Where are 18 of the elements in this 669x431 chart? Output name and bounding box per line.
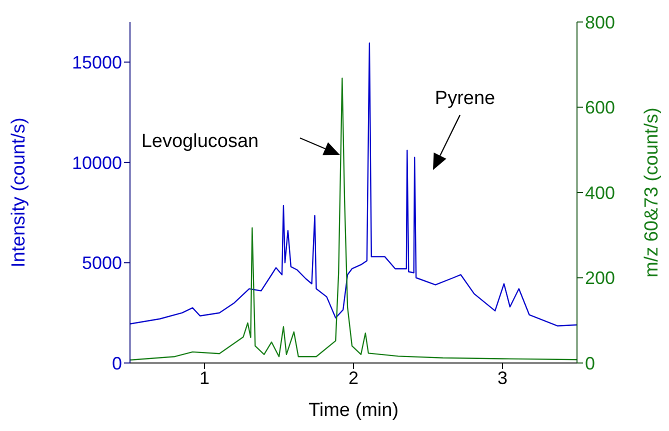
x-axis-title: Time (min) <box>308 400 399 421</box>
y2-tick-label: 200 <box>585 268 616 288</box>
x-tick-label: 1 <box>199 368 210 388</box>
y-tick-label: 10000 <box>72 152 122 173</box>
y2-tick-label: 400 <box>585 182 616 203</box>
y2-tick-label: 800 <box>585 12 616 32</box>
y-tick-label: 5000 <box>82 253 122 274</box>
line-series <box>130 42 577 326</box>
y2-tick-label: 0 <box>585 353 596 374</box>
y-tick-label: 15000 <box>72 52 122 73</box>
y-axis-title: Intensity (count/s) <box>8 118 30 268</box>
line-series <box>130 78 577 361</box>
y2-tick-label: 600 <box>585 98 616 118</box>
x-tick-label: 2 <box>348 368 359 388</box>
annotation: Levoglucosan <box>141 131 259 152</box>
y-tick-label: 0 <box>112 353 122 374</box>
annotation: Pyrene <box>434 88 496 109</box>
x-tick-label: 3 <box>497 368 508 388</box>
